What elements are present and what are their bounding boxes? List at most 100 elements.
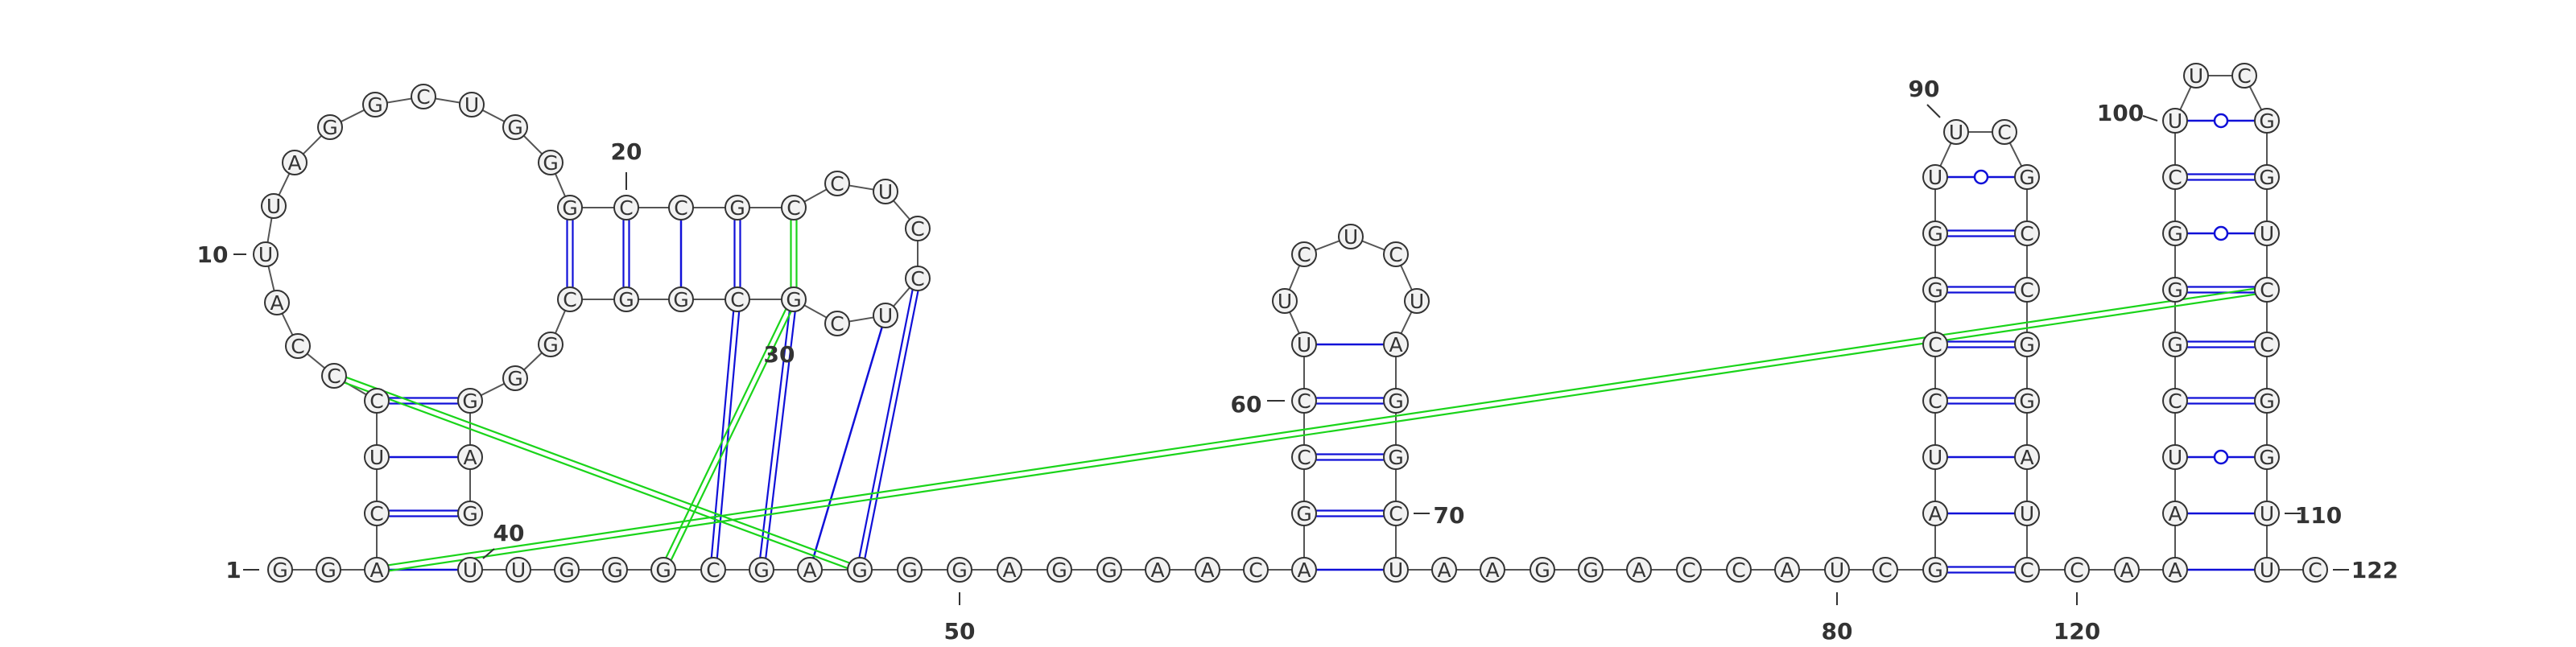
svg-text:G: G bbox=[320, 558, 336, 582]
nucleotide: C bbox=[905, 266, 931, 291]
nucleotide: G bbox=[1291, 501, 1317, 526]
svg-text:A: A bbox=[463, 446, 477, 469]
svg-text:A: A bbox=[1780, 558, 1794, 582]
base-pair bbox=[2187, 340, 2255, 348]
nucleotide: G bbox=[1046, 557, 1072, 583]
svg-text:G: G bbox=[507, 116, 522, 139]
base-pair bbox=[2187, 173, 2255, 181]
nucleotide: A bbox=[1626, 557, 1652, 583]
nucleotide: C bbox=[700, 557, 726, 583]
nucleotide: G bbox=[457, 501, 483, 526]
backbone-strand bbox=[470, 75, 2315, 571]
svg-text:C: C bbox=[1389, 243, 1402, 266]
svg-text:G: G bbox=[543, 333, 558, 356]
svg-text:U: U bbox=[369, 446, 384, 469]
nucleotide: G bbox=[2014, 332, 2040, 357]
svg-text:G: G bbox=[1927, 558, 1942, 582]
base-pair bbox=[812, 327, 883, 558]
nucleotide: A bbox=[364, 557, 390, 583]
svg-text:U: U bbox=[511, 558, 526, 582]
nucleotide: G bbox=[502, 365, 528, 391]
svg-text:U: U bbox=[463, 558, 477, 582]
nucleotide: U bbox=[1291, 332, 1317, 357]
nucleotide: G bbox=[1922, 277, 1948, 303]
svg-text:A: A bbox=[1632, 558, 1645, 582]
nucleotide: U bbox=[1338, 224, 1364, 249]
nucleotide: U bbox=[364, 444, 390, 470]
nucleotide: G bbox=[2014, 388, 2040, 414]
nucleotide: C bbox=[613, 195, 639, 220]
nucleotide: G bbox=[2162, 332, 2188, 357]
base-pair bbox=[1947, 340, 2015, 348]
nucleotide: A bbox=[1431, 557, 1457, 583]
nucleotide: A bbox=[2114, 557, 2140, 583]
nucleotide: U bbox=[2014, 501, 2040, 526]
svg-text:G: G bbox=[559, 558, 574, 582]
nucleotide: U bbox=[1272, 288, 1298, 314]
nucleotide: G bbox=[502, 114, 528, 140]
base-pair bbox=[389, 509, 458, 517]
index-label: 90 bbox=[1909, 76, 1940, 102]
svg-text:U: U bbox=[2260, 222, 2274, 245]
svg-text:C: C bbox=[910, 217, 924, 241]
svg-text:C: C bbox=[1682, 558, 1695, 582]
nucleotide: G bbox=[897, 557, 923, 583]
nucleotide: A bbox=[1922, 501, 1948, 526]
nucleotide: G bbox=[1922, 557, 1948, 583]
svg-text:G: G bbox=[786, 288, 801, 311]
svg-text:C: C bbox=[327, 365, 341, 388]
base-pair bbox=[759, 311, 796, 558]
nucleotide: G bbox=[316, 557, 341, 583]
pseudoknot-pair bbox=[665, 308, 792, 561]
svg-text:A: A bbox=[287, 151, 301, 175]
svg-text:C: C bbox=[1297, 389, 1311, 413]
nucleotide: A bbox=[997, 557, 1022, 583]
nucleotide: G bbox=[1530, 557, 1555, 583]
svg-text:A: A bbox=[1150, 558, 1164, 582]
svg-text:U: U bbox=[2020, 502, 2034, 525]
pseudoknot-pair bbox=[344, 376, 850, 570]
nucleotide: U bbox=[459, 92, 485, 117]
svg-text:G: G bbox=[852, 558, 867, 582]
svg-text:U: U bbox=[2168, 446, 2182, 469]
svg-text:U: U bbox=[258, 243, 273, 266]
nucleotide: U bbox=[506, 557, 531, 583]
nucleotide: C bbox=[1676, 557, 1702, 583]
nucleotide: U bbox=[2254, 220, 2280, 246]
nucleotide: C bbox=[2254, 277, 2280, 303]
nucleotide: C bbox=[824, 171, 850, 196]
nucleotide: C bbox=[2302, 557, 2328, 583]
nucleotide: A bbox=[1383, 332, 1409, 357]
nucleotide: G bbox=[2254, 388, 2280, 414]
base-pair bbox=[1947, 397, 2015, 405]
svg-text:G: G bbox=[618, 288, 634, 311]
nucleotide: G bbox=[613, 286, 639, 312]
svg-text:G: G bbox=[2167, 333, 2182, 356]
index-tick bbox=[2142, 115, 2158, 122]
nucleotide: G bbox=[602, 557, 628, 583]
pseudoknot-pair bbox=[790, 220, 798, 287]
nucleotide: G bbox=[2162, 277, 2188, 303]
nucleotide: C bbox=[2162, 388, 2188, 414]
nucleotide: C bbox=[1872, 557, 1898, 583]
svg-text:C: C bbox=[291, 335, 304, 358]
svg-text:U: U bbox=[2260, 502, 2274, 525]
svg-text:U: U bbox=[1949, 121, 1963, 144]
index-tick-layer bbox=[233, 104, 2349, 605]
nucleotide: A bbox=[797, 557, 823, 583]
nucleotide: G bbox=[1383, 444, 1409, 470]
index-label: 110 bbox=[2295, 502, 2342, 529]
svg-text:U: U bbox=[1928, 166, 1942, 189]
base-pair bbox=[858, 289, 919, 559]
nucleotide: C bbox=[1291, 388, 1317, 414]
index-tick bbox=[1926, 104, 1941, 118]
svg-text:C: C bbox=[2308, 558, 2322, 582]
nucleotide: C bbox=[2254, 332, 2280, 357]
index-tick bbox=[482, 548, 495, 559]
nucleotide: C bbox=[1291, 444, 1317, 470]
svg-text:C: C bbox=[830, 312, 844, 336]
nucleotide: C bbox=[2014, 277, 2040, 303]
svg-text:U: U bbox=[266, 195, 281, 218]
svg-text:C: C bbox=[730, 288, 744, 311]
